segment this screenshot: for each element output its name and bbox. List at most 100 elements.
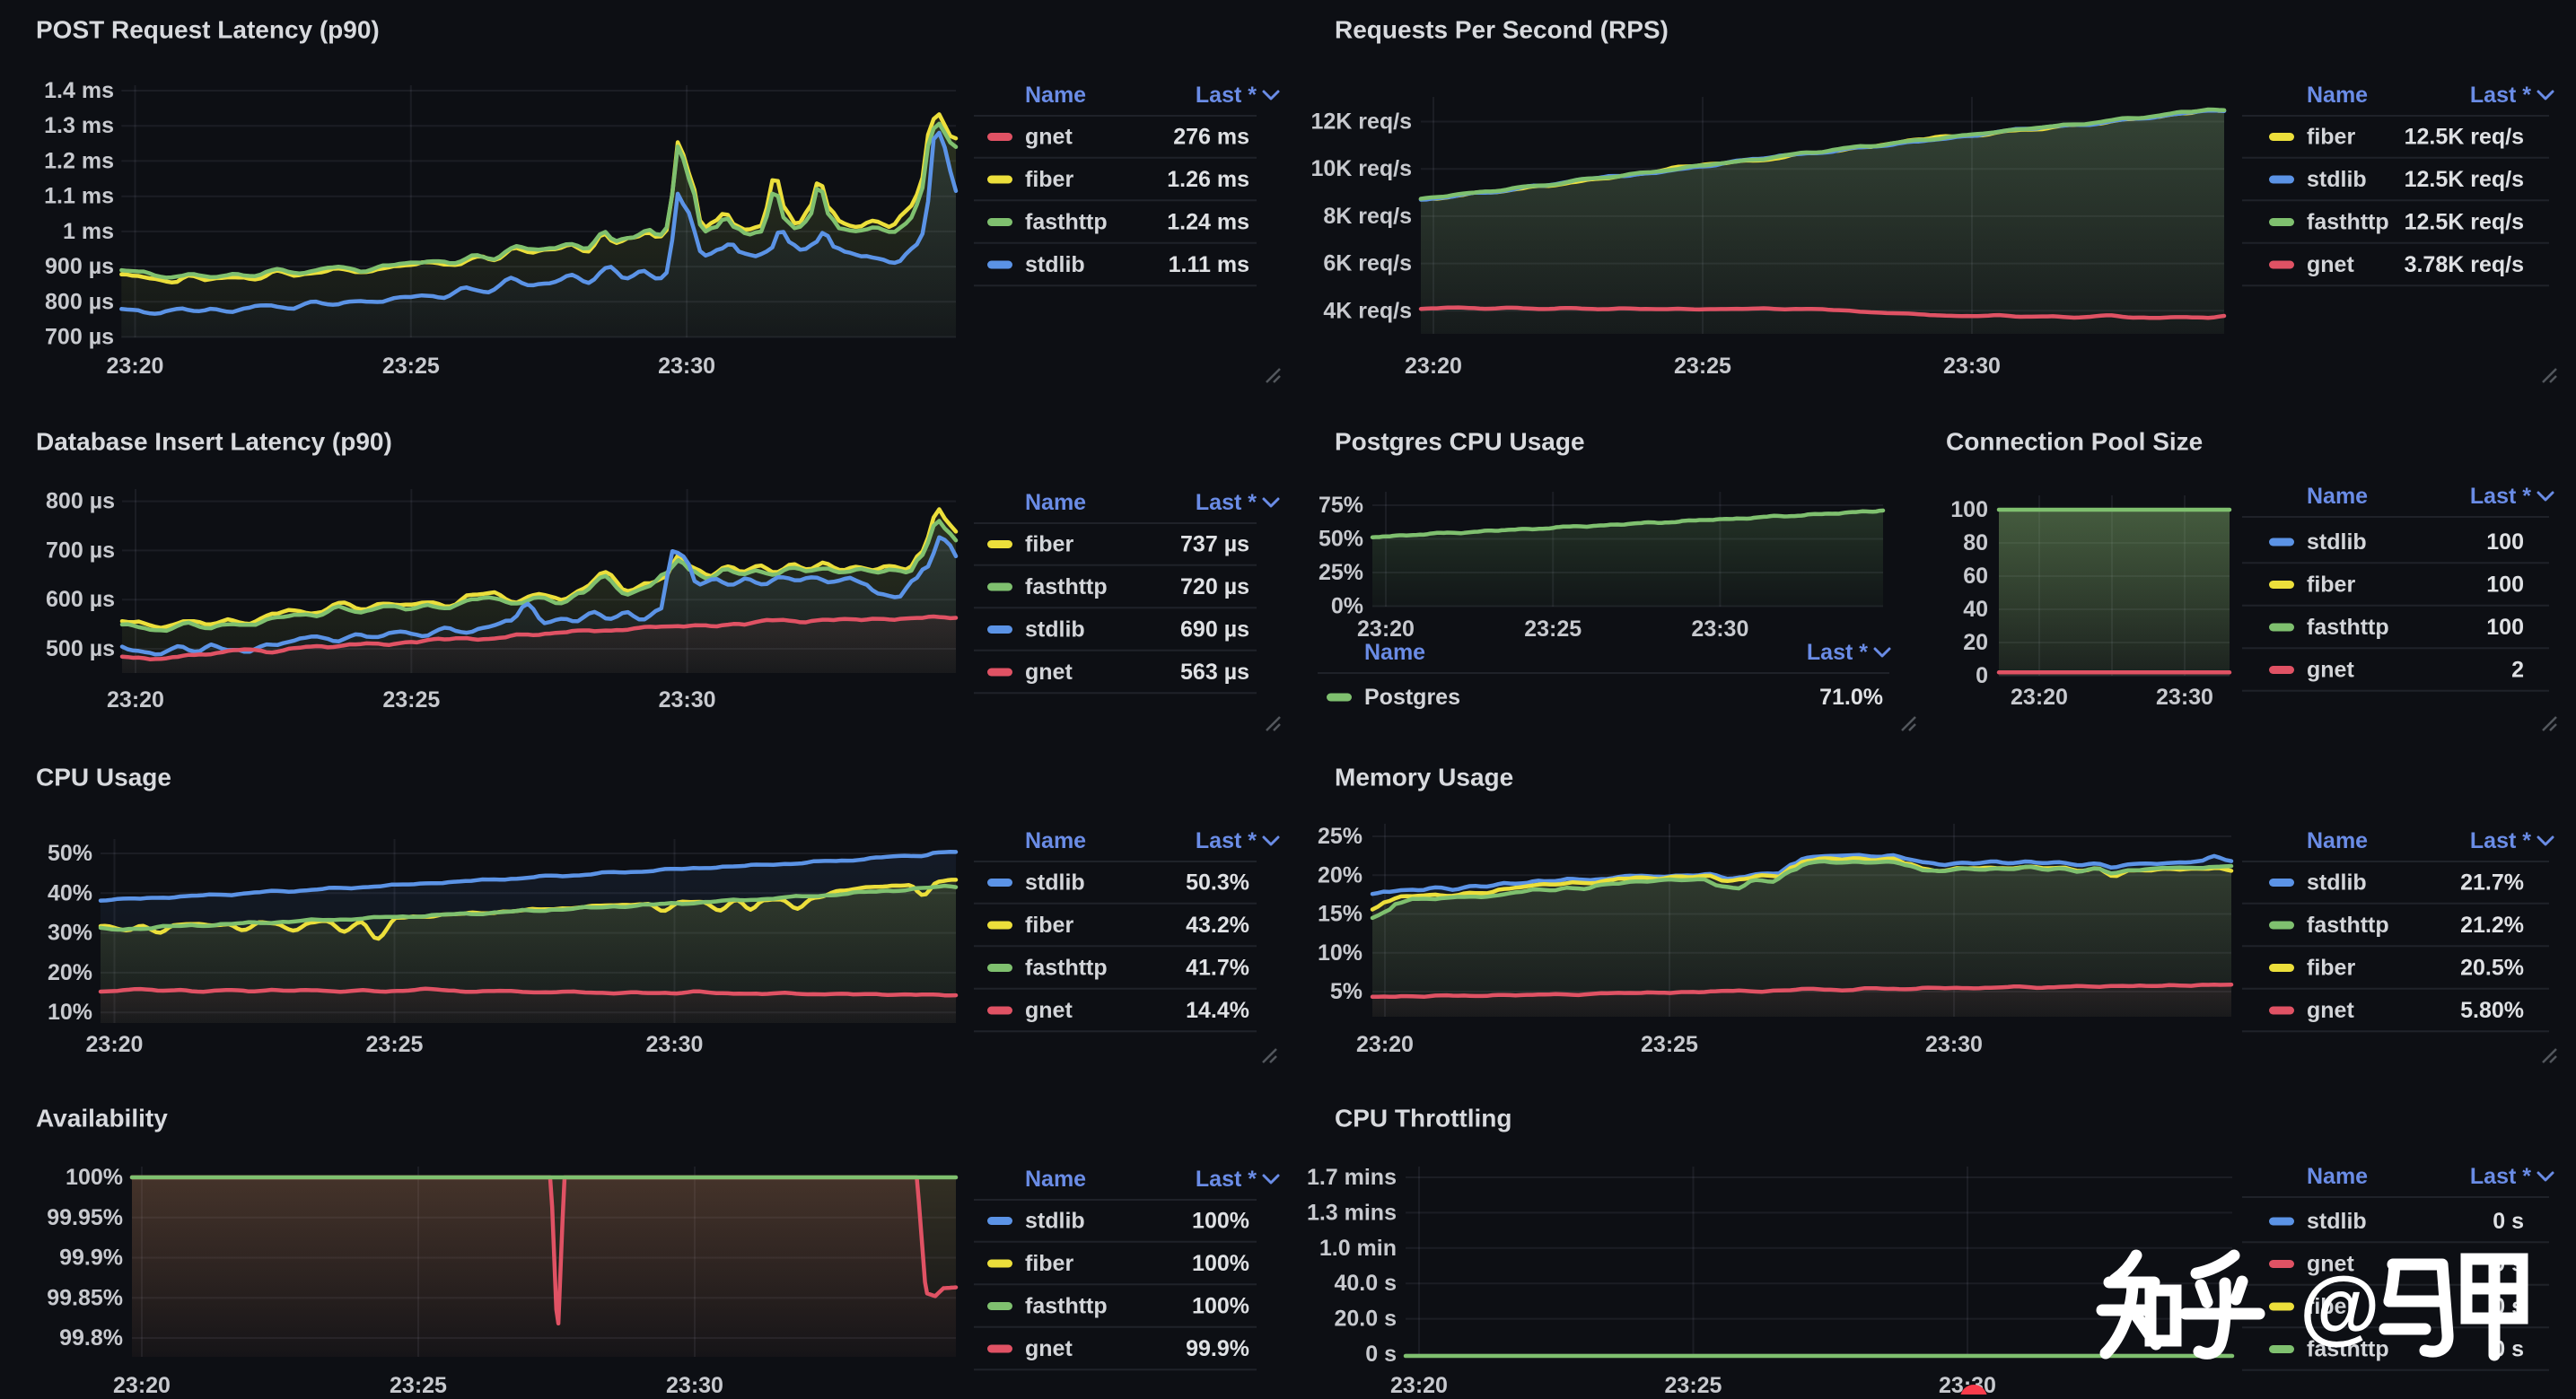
svg-text:40%: 40% (48, 880, 92, 905)
svg-text:14.4%: 14.4% (1186, 998, 1249, 1023)
svg-text:2: 2 (2511, 658, 2524, 683)
svg-text:CPU Usage: CPU Usage (36, 764, 171, 791)
svg-text:23:25: 23:25 (1674, 354, 1731, 379)
svg-text:23:20: 23:20 (113, 1373, 171, 1395)
svg-text:100%: 100% (1192, 1209, 1249, 1234)
svg-text:gnet: gnet (2307, 1252, 2354, 1277)
svg-text:fiber: fiber (2307, 956, 2355, 981)
svg-text:23:20: 23:20 (107, 354, 164, 379)
svg-text:Name: Name (1364, 640, 1425, 665)
svg-text:30%: 30% (48, 921, 92, 946)
svg-text:563 µs: 563 µs (1180, 660, 1249, 685)
svg-text:23:25: 23:25 (382, 687, 440, 713)
svg-text:100%: 100% (1192, 1294, 1249, 1319)
svg-text:276 ms: 276 ms (1173, 125, 1249, 150)
svg-text:1.7 mins: 1.7 mins (1307, 1165, 1397, 1190)
svg-text:fiber: fiber (1025, 1251, 1073, 1276)
svg-text:1.2 ms: 1.2 ms (44, 148, 114, 173)
svg-text:Database Insert Latency (p90): Database Insert Latency (p90) (36, 428, 392, 456)
svg-text:0%: 0% (1331, 594, 1363, 619)
svg-text:Name: Name (1025, 828, 1086, 853)
svg-text:71.0%: 71.0% (1819, 685, 1883, 710)
svg-text:23:25: 23:25 (1524, 616, 1582, 642)
svg-text:20%: 20% (1318, 862, 1362, 887)
svg-text:23:25: 23:25 (1665, 1373, 1722, 1395)
svg-text:12.5K req/s: 12.5K req/s (2405, 167, 2524, 192)
svg-text:23:30: 23:30 (658, 354, 715, 379)
svg-text:50.3%: 50.3% (1186, 870, 1249, 896)
svg-text:gnet: gnet (1025, 998, 1073, 1023)
svg-text:800 µs: 800 µs (46, 489, 115, 514)
svg-text:100: 100 (2486, 529, 2524, 555)
svg-text:gnet: gnet (2307, 252, 2354, 277)
svg-text:fasthttp: fasthttp (1025, 956, 1108, 981)
svg-text:3.78K req/s: 3.78K req/s (2405, 252, 2524, 277)
svg-text:Postgres CPU Usage: Postgres CPU Usage (1335, 428, 1585, 456)
svg-text:20: 20 (1963, 630, 1988, 655)
svg-text:Postgres: Postgres (1364, 685, 1460, 710)
svg-text:6K req/s: 6K req/s (1323, 251, 1412, 276)
svg-text:23:20: 23:20 (86, 1032, 144, 1057)
svg-text:900 µs: 900 µs (45, 254, 114, 279)
svg-text:stdlib: stdlib (2307, 529, 2367, 555)
svg-text:12K req/s: 12K req/s (1310, 109, 1412, 135)
svg-text:1.26 ms: 1.26 ms (1167, 167, 1249, 192)
svg-text:100: 100 (2486, 573, 2524, 598)
svg-text:40: 40 (1963, 597, 1988, 622)
svg-text:stdlib: stdlib (1025, 617, 1085, 643)
svg-text:23:25: 23:25 (390, 1373, 447, 1395)
svg-text:stdlib: stdlib (1025, 1209, 1085, 1234)
svg-text:12.5K req/s: 12.5K req/s (2405, 125, 2524, 150)
svg-text:25%: 25% (1318, 824, 1362, 849)
svg-text:CPU Throttling: CPU Throttling (1335, 1105, 1512, 1132)
svg-text:5%: 5% (1330, 979, 1362, 1004)
svg-text:737 µs: 737 µs (1180, 532, 1249, 557)
svg-text:23:20: 23:20 (1357, 616, 1415, 642)
svg-text:690 µs: 690 µs (1180, 617, 1249, 643)
svg-text:1.4 ms: 1.4 ms (44, 78, 114, 103)
svg-text:stdlib: stdlib (2307, 870, 2367, 896)
svg-text:500 µs: 500 µs (46, 636, 115, 661)
svg-text:21.7%: 21.7% (2460, 870, 2524, 896)
svg-text:20%: 20% (48, 960, 92, 985)
svg-text:700 µs: 700 µs (45, 325, 114, 350)
svg-text:23:20: 23:20 (2011, 685, 2068, 710)
svg-text:23:20: 23:20 (1405, 354, 1462, 379)
svg-text:23:20: 23:20 (1356, 1032, 1414, 1057)
svg-text:Last *: Last * (2470, 83, 2531, 108)
svg-text:fiber: fiber (2307, 125, 2355, 150)
svg-text:23:25: 23:25 (366, 1032, 424, 1057)
svg-text:fasthttp: fasthttp (2307, 1337, 2389, 1362)
svg-text:100%: 100% (66, 1165, 123, 1190)
svg-text:fiber: fiber (1025, 167, 1073, 192)
svg-text:0: 0 (1976, 663, 1988, 688)
svg-text:Name: Name (1025, 83, 1086, 108)
svg-text:Name: Name (2307, 484, 2368, 509)
svg-text:1.3 mins: 1.3 mins (1307, 1200, 1397, 1225)
svg-text:fasthttp: fasthttp (1025, 1294, 1108, 1319)
svg-text:23:20: 23:20 (107, 687, 164, 713)
svg-text:fiber: fiber (1025, 913, 1073, 938)
svg-text:1.3 ms: 1.3 ms (44, 113, 114, 138)
svg-text:75%: 75% (1319, 493, 1363, 518)
svg-text:1.24 ms: 1.24 ms (1167, 210, 1249, 235)
svg-text:stdlib: stdlib (1025, 870, 1085, 896)
svg-text:99.8%: 99.8% (59, 1325, 123, 1351)
svg-text:23:30: 23:30 (646, 1032, 704, 1057)
svg-text:23:20: 23:20 (1390, 1373, 1448, 1395)
svg-text:gnet: gnet (1025, 1336, 1073, 1361)
svg-text:fiber: fiber (1025, 532, 1073, 557)
svg-text:800 µs: 800 µs (45, 289, 114, 314)
svg-text:fiber: fiber (2307, 573, 2355, 598)
svg-text:43.2%: 43.2% (1186, 913, 1249, 938)
svg-text:720 µs: 720 µs (1180, 574, 1249, 599)
svg-text:Name: Name (1025, 490, 1086, 515)
svg-text:Availability: Availability (36, 1105, 168, 1132)
svg-text:Last *: Last * (2470, 484, 2531, 509)
svg-text:fasthttp: fasthttp (2307, 913, 2389, 938)
svg-text:40.0 s: 40.0 s (1334, 1271, 1397, 1296)
svg-text:gnet: gnet (2307, 998, 2354, 1023)
svg-text:Connection Pool Size: Connection Pool Size (1946, 428, 2203, 456)
svg-text:20.5%: 20.5% (2460, 956, 2524, 981)
svg-text:1 ms: 1 ms (63, 219, 114, 244)
